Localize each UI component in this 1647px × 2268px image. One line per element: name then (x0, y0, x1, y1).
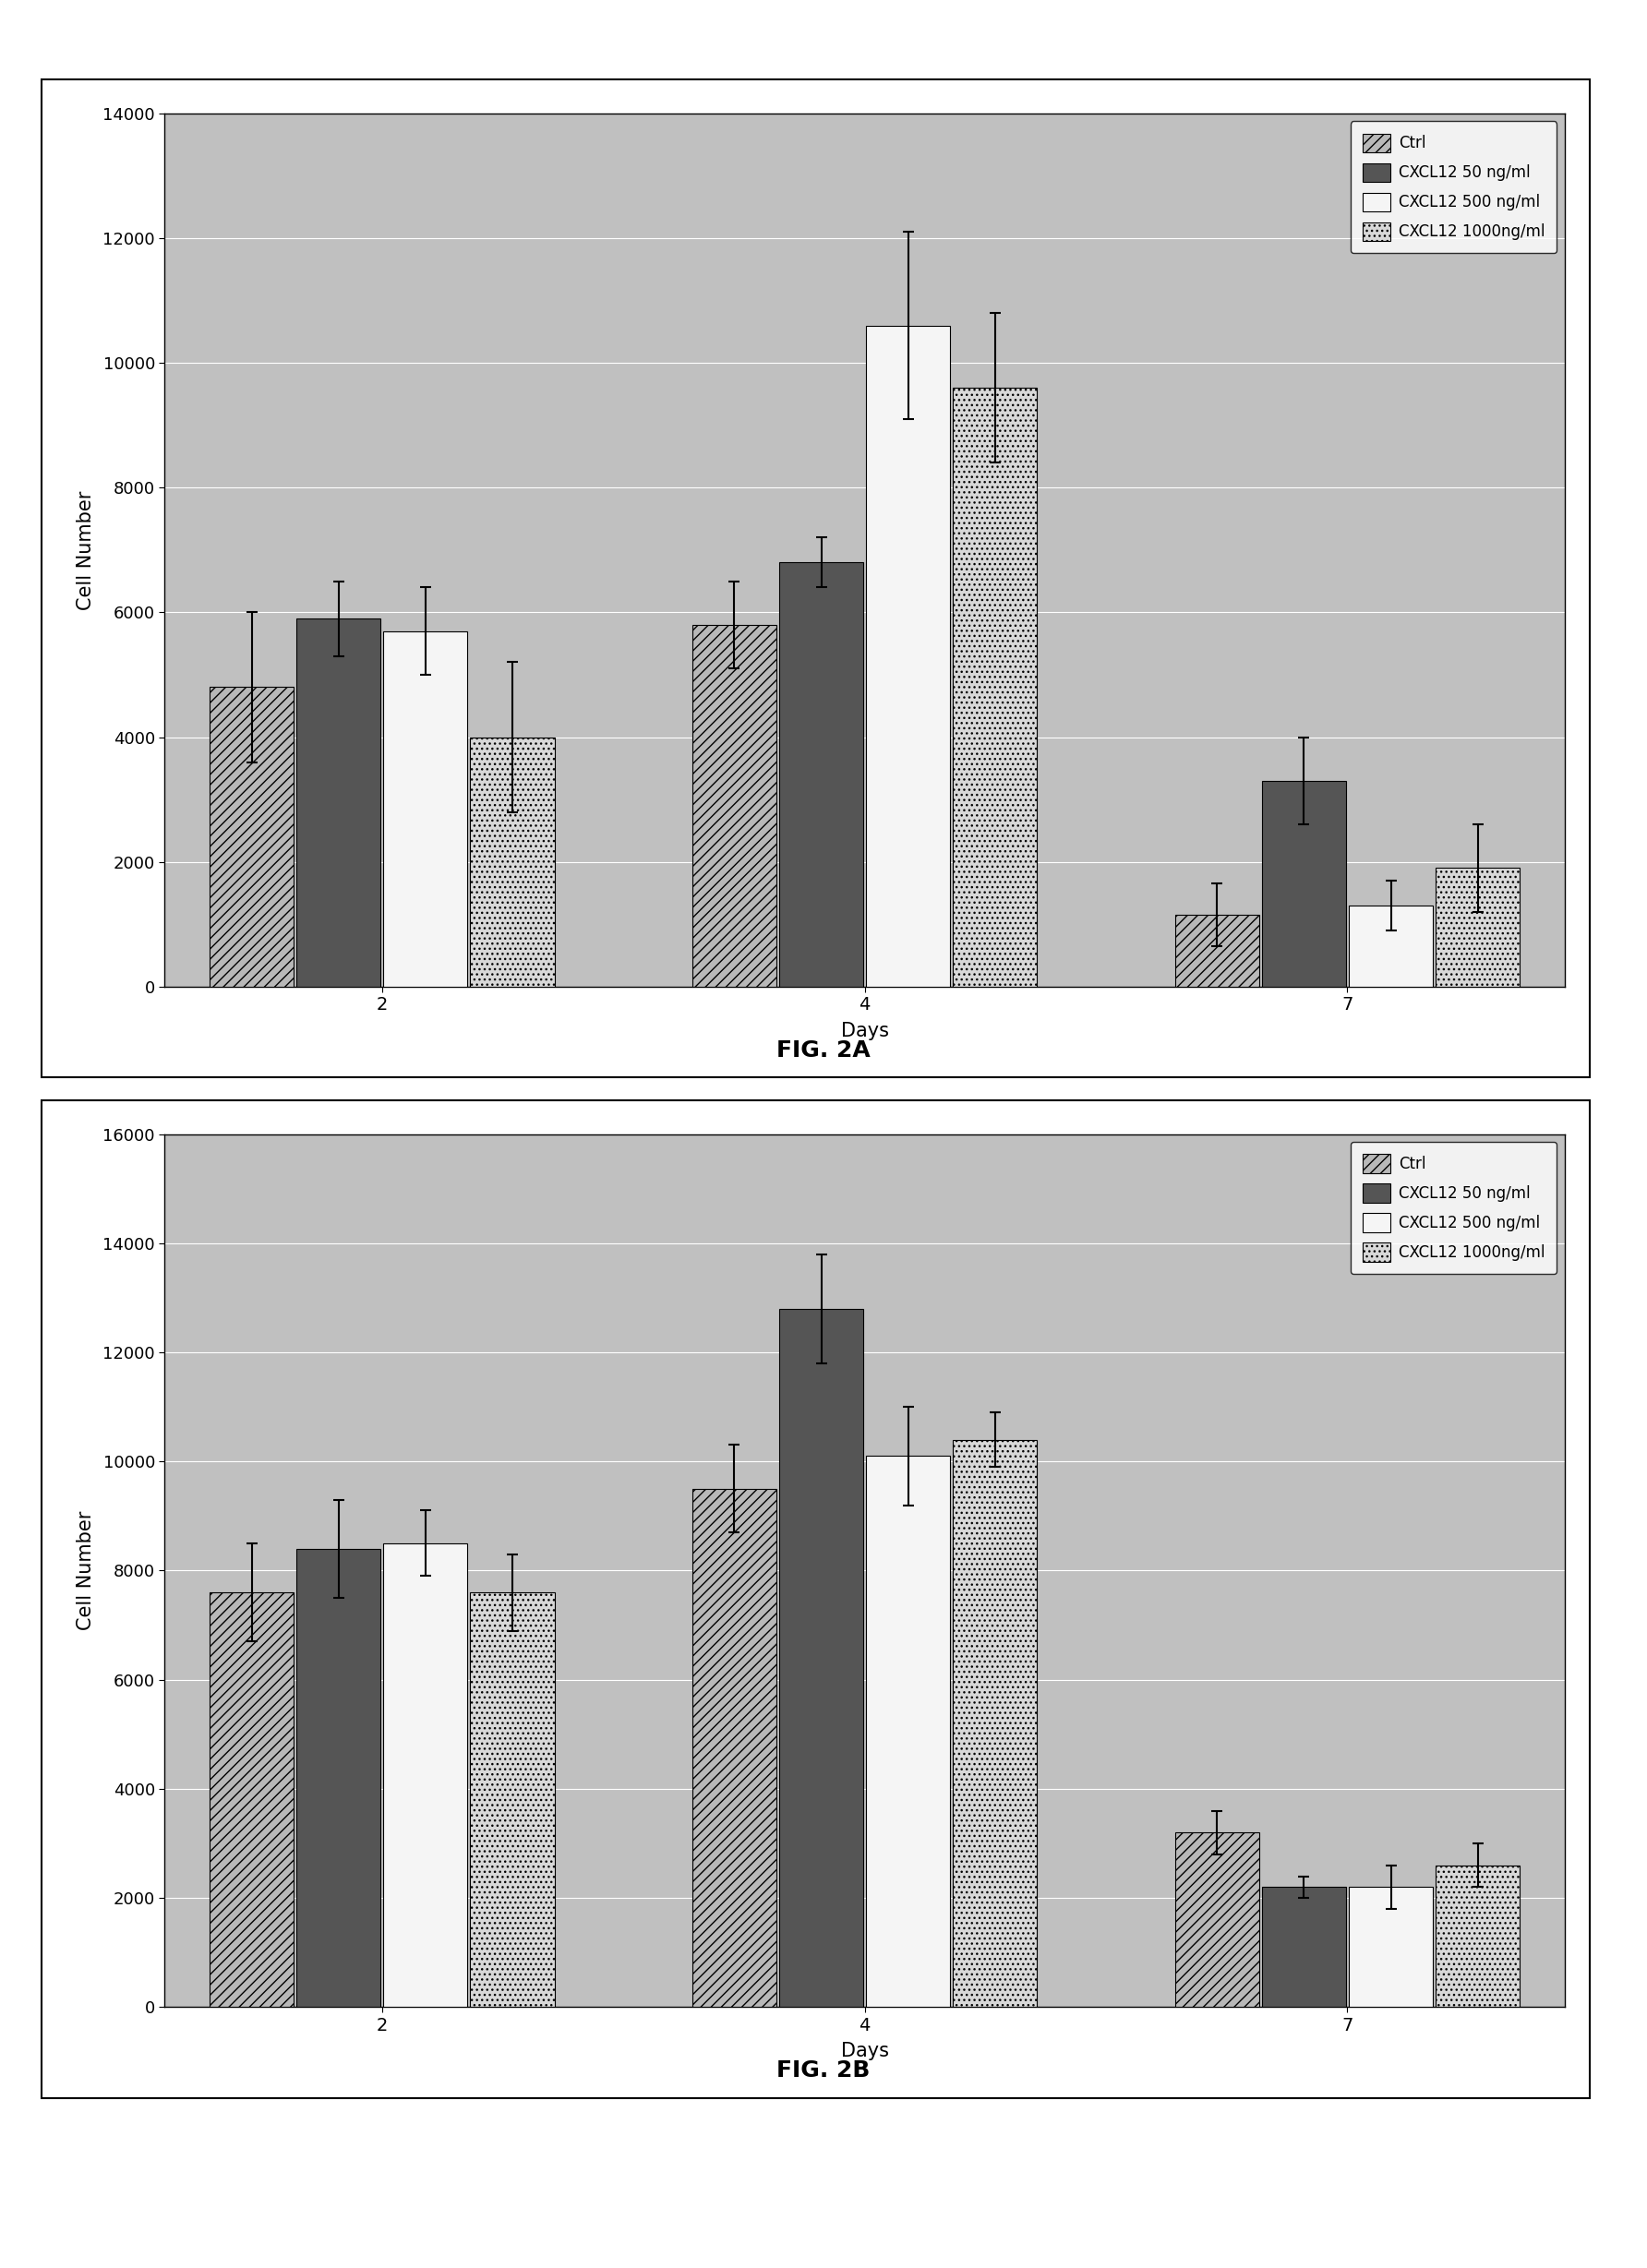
Bar (1262, 1887, 1346, 2007)
Y-axis label: Cell Number: Cell Number (77, 1510, 96, 1631)
Bar (954, 1440, 1038, 2007)
Legend: Ctrl, CXCL12 50 ng/ml, CXCL12 500 ng/ml, CXCL12 1000ng/ml: Ctrl, CXCL12 50 ng/ml, CXCL12 500 ng/ml,… (1351, 120, 1556, 254)
Y-axis label: Cell Number: Cell Number (77, 490, 96, 610)
Bar (692, 624, 776, 987)
Bar (469, 1592, 555, 2007)
Bar (384, 1542, 468, 2007)
Bar (1349, 905, 1433, 987)
Bar (1436, 1864, 1520, 2007)
Bar (1174, 1833, 1260, 2007)
Bar (954, 388, 1038, 987)
Text: FIG. 2A: FIG. 2A (776, 1039, 871, 1061)
Bar (296, 619, 380, 987)
Bar (866, 324, 950, 987)
Bar (1174, 914, 1260, 987)
Bar (1436, 869, 1520, 987)
Bar (692, 1488, 776, 2007)
Bar (779, 562, 863, 987)
Bar (209, 687, 293, 987)
X-axis label: Days: Days (840, 1021, 889, 1041)
Bar (296, 1549, 380, 2007)
Bar (1349, 1887, 1433, 2007)
X-axis label: Days: Days (840, 2041, 889, 2062)
Bar (469, 737, 555, 987)
Bar (866, 1456, 950, 2007)
Bar (209, 1592, 293, 2007)
Bar (384, 631, 468, 987)
Text: FIG. 2B: FIG. 2B (777, 2059, 870, 2082)
Bar (779, 1309, 863, 2007)
Legend: Ctrl, CXCL12 50 ng/ml, CXCL12 500 ng/ml, CXCL12 1000ng/ml: Ctrl, CXCL12 50 ng/ml, CXCL12 500 ng/ml,… (1351, 1141, 1556, 1275)
Bar (1262, 780, 1346, 987)
